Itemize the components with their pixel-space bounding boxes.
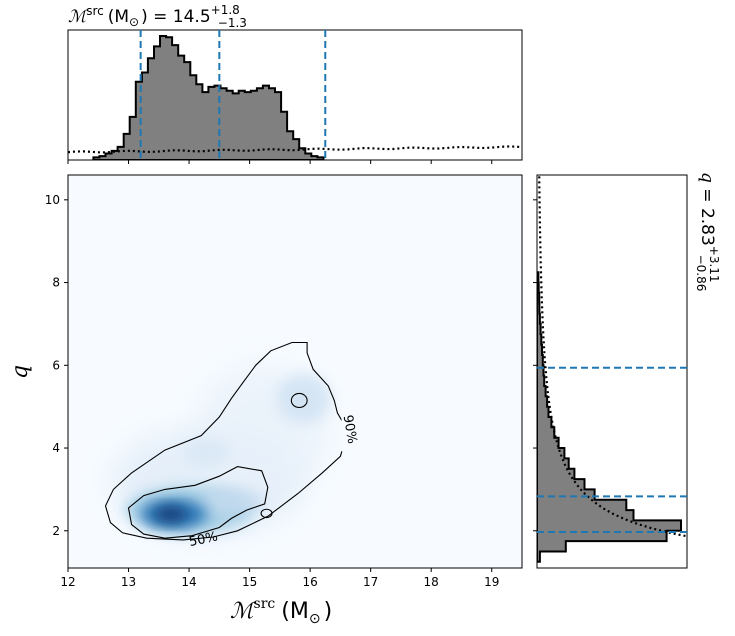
density-blob: [183, 437, 232, 467]
contour-90-island: [290, 392, 308, 409]
joint-frame: [67, 174, 523, 569]
contour-90: [104, 341, 348, 541]
top-histogram-layer: [68, 35, 522, 160]
top-prior-curve: [68, 145, 522, 154]
right-histogram-layer: [537, 175, 687, 563]
density-blob: [276, 373, 332, 424]
right-title-var: q: [697, 172, 717, 183]
right-marginal-title: q = 2.83+3.11−0.86: [694, 172, 721, 291]
right-title-value: = 2.83: [697, 183, 717, 246]
density-blob: [198, 487, 265, 517]
x-tick-label: 17: [363, 575, 378, 589]
contour-label-90: 90%: [340, 414, 360, 445]
joint-y-ticks: 2 4 6 8 10: [45, 193, 68, 538]
top-title-plus: +1.8: [211, 3, 240, 17]
top-title-unit: (M: [108, 7, 129, 27]
right-credible-lines: [537, 366, 687, 534]
right-y-ticks: [533, 199, 537, 532]
density-blob: [153, 505, 188, 523]
top-title-symbol: ℳ: [68, 7, 89, 27]
contour-50: [127, 466, 269, 539]
y-tick-label: 8: [52, 276, 60, 290]
top-title-minus: −1.3: [218, 16, 247, 30]
y-tick-label: 4: [52, 441, 60, 455]
right-title-plus: +3.11: [707, 246, 721, 283]
x-axis-title: ℳsrc (M⊙): [230, 596, 332, 627]
x-tick-label: 19: [484, 575, 499, 589]
x-axis-unit-sub: ⊙: [309, 611, 321, 627]
top-marginal-panel: ℳsrc (M⊙) = 14.5+1.8 −1.3: [67, 3, 523, 164]
top-title-value: ) = 14.5: [141, 7, 211, 27]
x-axis-close: ): [324, 599, 333, 624]
x-tick-label: 16: [302, 575, 317, 589]
top-title-unit-sub: ⊙: [129, 15, 139, 29]
x-tick-label: 14: [181, 575, 196, 589]
contour-layer: 50% 90%: [104, 341, 360, 550]
right-histogram: [537, 271, 682, 563]
right-marginal-panel: q = 2.83+3.11−0.86: [533, 172, 721, 569]
top-x-ticks: [67, 160, 493, 164]
contour-label-gap: [341, 407, 358, 452]
contour-label-50: 50%: [188, 529, 219, 550]
top-marginal-title: ℳsrc (M⊙) = 14.5+1.8 −1.3: [68, 3, 247, 30]
y-axis-title: q: [8, 365, 33, 379]
x-tick-label: 12: [60, 575, 75, 589]
contour-50-island: [260, 508, 273, 519]
right-title-minus: −0.86: [694, 255, 708, 292]
y-tick-label: 6: [52, 358, 60, 372]
x-axis-symbol: ℳ: [230, 599, 257, 624]
y-tick-label: 10: [45, 193, 60, 207]
x-tick-label: 13: [121, 575, 136, 589]
joint-x-ticks: 12 13 14 15 16 17 18 19: [60, 568, 499, 589]
y-tick-label: 2: [52, 524, 60, 538]
x-axis-unit: (M: [281, 599, 309, 624]
x-tick-label: 18: [424, 575, 439, 589]
top-histogram: [92, 35, 325, 160]
top-title-sup: src: [86, 4, 104, 18]
right-prior-curve: [538, 175, 687, 538]
x-tick-label: 15: [242, 575, 257, 589]
x-axis-sup: src: [254, 596, 276, 612]
